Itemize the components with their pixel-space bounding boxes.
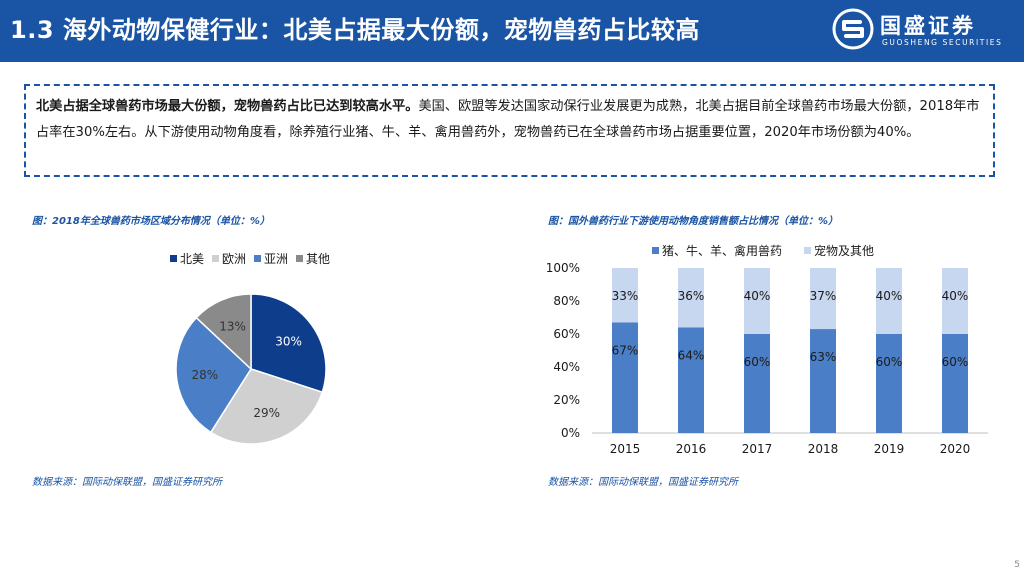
- x-tick-label: 2016: [676, 442, 707, 456]
- y-tick-label: 40%: [553, 360, 580, 374]
- left-chart-caption: 图：2018年全球兽药市场区域分布情况（单位：%）: [32, 216, 270, 227]
- bar-data-label: 36%: [678, 289, 705, 303]
- legend-label: 其他: [306, 252, 331, 266]
- pie-data-label: 30%: [275, 335, 302, 349]
- legend-label: 北美: [180, 252, 205, 266]
- summary-box: 北美占据全球兽药市场最大份额，宠物兽药占比已达到较高水平。美国、欧盟等发达国家动…: [24, 84, 995, 177]
- x-tick-label: 2018: [808, 442, 839, 456]
- bar-segment-pet: [942, 268, 968, 334]
- bar-segment-pet: [876, 268, 902, 334]
- pie-data-label: 13%: [219, 319, 246, 333]
- x-tick-label: 2017: [742, 442, 773, 456]
- pie-data-label: 29%: [253, 406, 280, 420]
- logo-mark-icon: [832, 8, 874, 50]
- bar-data-label: 60%: [876, 355, 903, 369]
- pie-legend-item: 欧洲: [212, 250, 246, 267]
- page-title: 1.3 海外动物保健行业：北美占据最大份额，宠物兽药占比较高: [10, 16, 700, 44]
- pie-legend-item: 其他: [296, 250, 330, 267]
- bar-segment-pet: [678, 268, 704, 328]
- legend-swatch: [804, 247, 812, 254]
- pie-legend-item: 亚洲: [254, 250, 288, 267]
- bar-segment-pet: [612, 268, 638, 323]
- pie-slice: [195, 293, 252, 371]
- pie-data-label: 28%: [192, 368, 219, 382]
- bar-data-label: 40%: [942, 289, 969, 303]
- summary-text: 美国、欧盟等发达国家动保行业发展更为成熟，北美占据目前全球兽药市场最大份额，20…: [36, 99, 980, 140]
- company-logo: 国盛证券 GUOSHENG SECURITIES: [832, 6, 1022, 54]
- pie-legend-item: 北美: [170, 250, 204, 267]
- y-tick-label: 80%: [553, 294, 580, 308]
- bar-data-label: 60%: [744, 355, 771, 369]
- right-chart-caption: 图：国外兽药行业下游使用动物角度销售额占比情况（单位：%）: [548, 216, 839, 227]
- bar-legend-item: 宠物及其他: [804, 242, 874, 259]
- bar-data-label: 37%: [810, 289, 837, 303]
- pie-slice: [209, 368, 324, 445]
- stacked-bar-chart: 0% 20% 40% 60% 80% 100% 67% 33% 2015 64% 36% 2016 60…: [546, 261, 988, 456]
- bar-data-label: 63%: [810, 350, 837, 364]
- header-bar: 1.3 海外动物保健行业：北美占据最大份额，宠物兽药占比较高 国盛证券 GUOS…: [0, 0, 1024, 62]
- legend-swatch: [212, 255, 220, 262]
- bar-data-label: 40%: [744, 289, 771, 303]
- x-tick-label: 2015: [610, 442, 641, 456]
- pie-slice: [250, 293, 327, 394]
- page-number: 5: [1014, 560, 1020, 570]
- legend-label: 欧洲: [222, 252, 247, 266]
- bar-data-label: 60%: [942, 355, 969, 369]
- y-tick-label: 60%: [553, 327, 580, 341]
- legend-swatch: [296, 255, 304, 262]
- legend-label: 猪、牛、羊、禽用兽药: [662, 244, 783, 258]
- left-chart-source: 数据来源：国际动保联盟，国盛证券研究所: [32, 477, 222, 488]
- logo-text-cn: 国盛证券: [880, 14, 976, 38]
- bar-segment-pet: [810, 268, 836, 330]
- legend-label: 亚洲: [264, 252, 289, 266]
- bar-legend-item: 猪、牛、羊、禽用兽药: [652, 242, 782, 259]
- pie-legend: 北美 欧洲 亚洲 其他: [170, 250, 338, 267]
- y-tick-label: 20%: [553, 393, 580, 407]
- bar-data-label: 33%: [612, 289, 639, 303]
- pie-slice: [175, 316, 252, 434]
- bar-data-label: 64%: [678, 348, 705, 362]
- bar-segment-livestock: [876, 334, 902, 433]
- legend-swatch: [652, 247, 659, 254]
- bar-segment-livestock: [744, 334, 770, 433]
- bar-segment-livestock: [942, 334, 968, 433]
- legend-label: 宠物及其他: [814, 244, 875, 258]
- bar-segment-livestock: [810, 329, 836, 433]
- summary-bold: 北美占据全球兽药市场最大份额，宠物兽药占比已达到较高水平。: [36, 99, 419, 114]
- y-tick-label: 100%: [546, 261, 580, 275]
- bar-segment-pet: [744, 268, 770, 334]
- bar-segment-livestock: [612, 322, 638, 433]
- bar-legend: 猪、牛、羊、禽用兽药 宠物及其他: [652, 242, 896, 259]
- pie-chart: 30% 29% 28% 13%: [175, 293, 327, 445]
- bar-data-label: 67%: [612, 343, 639, 357]
- logo-text-en: GUOSHENG SECURITIES: [882, 38, 1003, 47]
- x-tick-label: 2020: [940, 442, 971, 456]
- x-tick-label: 2019: [874, 442, 905, 456]
- y-tick-label: 0%: [561, 426, 580, 440]
- right-chart-source: 数据来源：国际动保联盟，国盛证券研究所: [548, 477, 738, 488]
- bar-data-label: 40%: [876, 289, 903, 303]
- legend-swatch: [170, 255, 177, 262]
- bar-segment-livestock: [678, 327, 704, 433]
- legend-swatch: [254, 255, 262, 262]
